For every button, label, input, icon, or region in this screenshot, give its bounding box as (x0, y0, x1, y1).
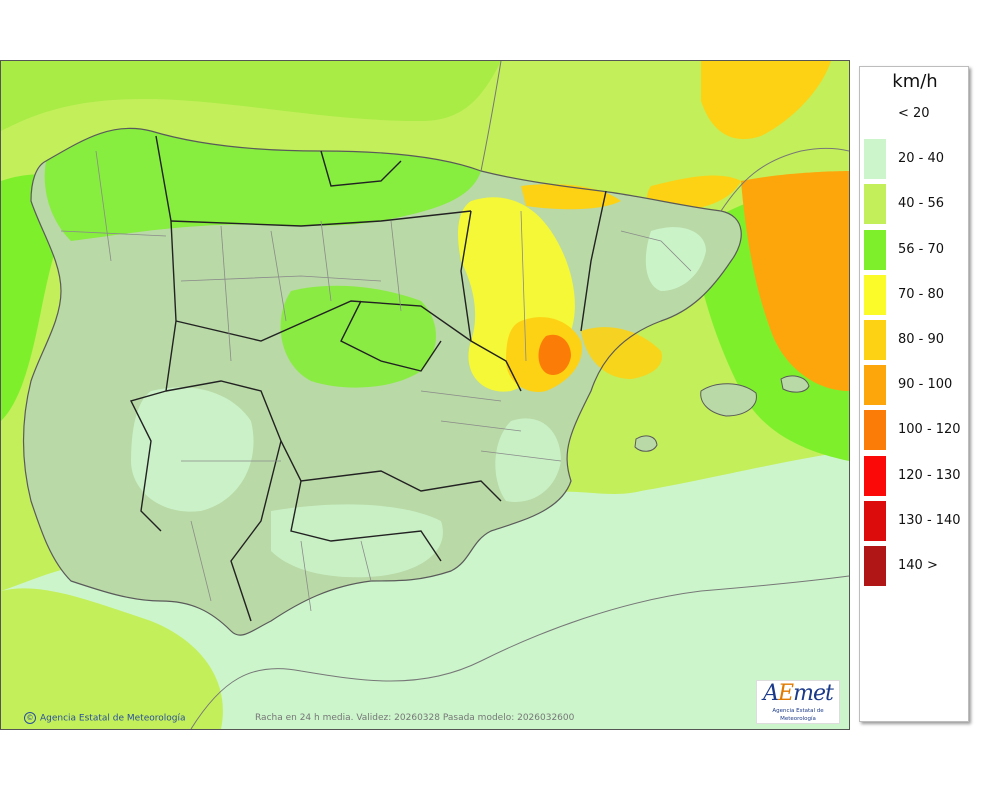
map-canvas (1, 61, 849, 729)
mallorca (700, 383, 757, 417)
wind-zone-100-120-peak (538, 334, 571, 376)
copyright-credit: © Agencia Estatal de Meteorología (24, 712, 186, 724)
wind-zone-56-70-cantabrian (44, 128, 481, 241)
legend-row: 56 - 70 (860, 229, 970, 270)
credit-text: Agencia Estatal de Meteorología (40, 713, 186, 724)
logo-wordmark: AEmet (763, 681, 834, 706)
legend-label: 120 - 130 (898, 467, 961, 483)
legend-row: 100 - 120 (860, 410, 970, 451)
legend-swatch (864, 546, 886, 586)
legend-label: 130 - 140 (898, 512, 961, 528)
legend-row: 90 - 100 (860, 365, 970, 406)
legend-label: 100 - 120 (898, 422, 961, 438)
map-caption: Racha en 24 h media. Validez: 20260328 P… (255, 713, 575, 723)
wind-zone-56-70-north (1, 61, 501, 131)
copyright-icon: © (24, 712, 36, 724)
legend-swatch (864, 184, 886, 225)
legend-row: 80 - 90 (860, 320, 970, 360)
legend-label: 40 - 56 (898, 196, 945, 212)
legend-label: 56 - 70 (898, 241, 945, 257)
legend-swatch (864, 410, 886, 451)
wind-zone-80-90-ne (647, 175, 741, 211)
legend-label: 80 - 90 (898, 332, 945, 347)
legend-swatch (864, 500, 886, 541)
legend-row: 20 - 40 (860, 139, 970, 180)
wind-zone-40-56-sw (1, 588, 223, 729)
wind-zone-20-40-catalonia (645, 227, 706, 291)
legend-row: 130 - 140 (860, 500, 970, 541)
wind-zone-20-40-andalucia (271, 504, 443, 578)
menorca (780, 375, 810, 393)
wind-zone-80-90-north (701, 61, 831, 140)
wind-zone-80-90-levante (581, 327, 662, 379)
aemet-logo: AEmet Agencia Estatal de Meteorología (756, 680, 840, 724)
legend-swatch (864, 274, 886, 315)
legend-swatch (864, 365, 886, 406)
region-borders (129, 135, 607, 622)
legend-label: 140 > (898, 558, 938, 573)
legend-label: 20 - 40 (898, 151, 945, 167)
legend-swatch (864, 455, 886, 496)
legend-label: 90 - 100 (898, 377, 953, 393)
wind-zone-20-40-extremadura (131, 387, 254, 512)
wind-zone-90-100-east (741, 171, 849, 391)
legend-swatch (864, 229, 886, 270)
legend-panel: km/h < 20 20 - 40 40 - 56 56 - 70 70 - 80 80 … (859, 66, 969, 722)
logo-subtitle: Agencia Estatal de Meteorología (772, 708, 824, 722)
province-borders (60, 150, 692, 612)
wind-zone-56-70-atlantic (1, 174, 81, 421)
legend-row: 40 - 56 (860, 184, 970, 225)
legend-swatch (864, 320, 886, 360)
legend-label: 70 - 80 (898, 286, 945, 302)
legend-label: < 20 (898, 106, 930, 121)
gulf-lion-coastline (720, 147, 849, 212)
africa-coastline (190, 575, 849, 729)
wind-zone-56-70-central (280, 285, 436, 388)
legend-unit: km/h (892, 71, 938, 92)
ibiza (634, 435, 658, 452)
legend-row: 120 - 130 (860, 455, 970, 496)
france-coastline (480, 61, 502, 172)
legend-row: 70 - 80 (860, 274, 970, 315)
wind-gust-map[interactable] (0, 60, 850, 730)
legend-swatch (864, 94, 886, 134)
legend-row: 140 > (860, 546, 970, 586)
legend-row: < 20 (860, 94, 970, 134)
legend-swatch (864, 139, 886, 180)
wind-zone-20-40-se (495, 418, 561, 502)
